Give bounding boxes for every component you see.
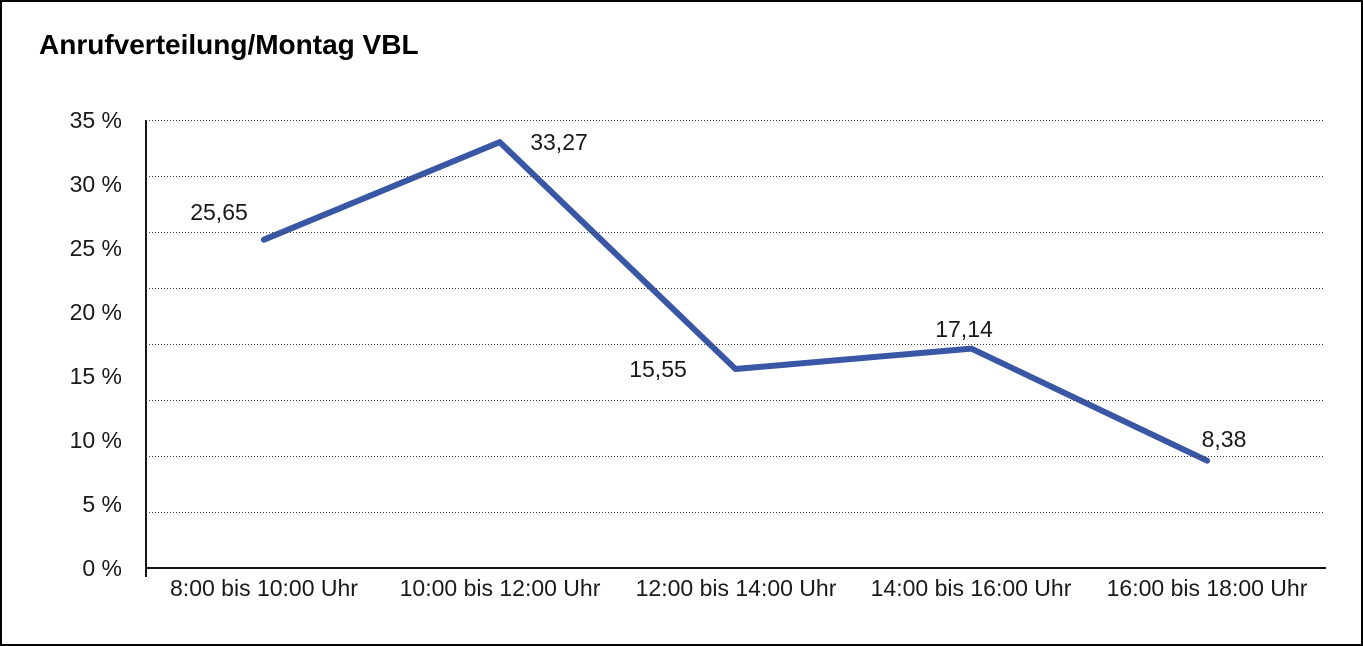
- gridline: [146, 288, 1325, 289]
- chart-title: Anrufverteilung/Montag VBL: [39, 29, 419, 60]
- gridline: [146, 120, 1325, 121]
- x-tick-label: 8:00 bis 10:00 Uhr: [170, 575, 358, 601]
- x-tick-label: 10:00 bis 12:00 Uhr: [399, 575, 601, 601]
- data-label: 17,14: [935, 316, 993, 342]
- y-tick-label: 20 %: [69, 299, 122, 325]
- y-tick-label: 15 %: [69, 363, 122, 389]
- y-axis-line: [145, 120, 147, 577]
- y-tick-label: 5 %: [82, 491, 122, 517]
- data-label: 33,27: [530, 129, 588, 155]
- data-label: 25,65: [190, 199, 248, 225]
- gridline: [146, 176, 1325, 177]
- gridline: [146, 400, 1325, 401]
- gridline: [146, 456, 1325, 457]
- y-tick-label: 0 %: [82, 555, 122, 581]
- x-axis-line: [145, 567, 1326, 569]
- gridline: [146, 344, 1325, 345]
- x-tick-label: 12:00 bis 14:00 Uhr: [635, 575, 837, 601]
- y-tick-label: 10 %: [69, 427, 122, 453]
- gridline: [146, 512, 1325, 513]
- y-tick-label: 25 %: [69, 235, 122, 261]
- data-label: 15,55: [629, 356, 687, 382]
- x-tick-label: 14:00 bis 16:00 Uhr: [870, 575, 1072, 601]
- series-line: [260, 139, 1211, 464]
- y-tick-label: 30 %: [69, 171, 122, 197]
- x-tick-label: 16:00 bis 18:00 Uhr: [1106, 575, 1308, 601]
- y-tick-label: 35 %: [69, 107, 122, 133]
- gridline: [146, 232, 1325, 233]
- data-label: 8,38: [1201, 426, 1247, 452]
- series-svg: [260, 139, 1211, 464]
- plot-area: 35 % 30 % 25 % 20 % 15 % 10 % 5 % 0 % 8:00 bis 1…: [70, 107, 1325, 601]
